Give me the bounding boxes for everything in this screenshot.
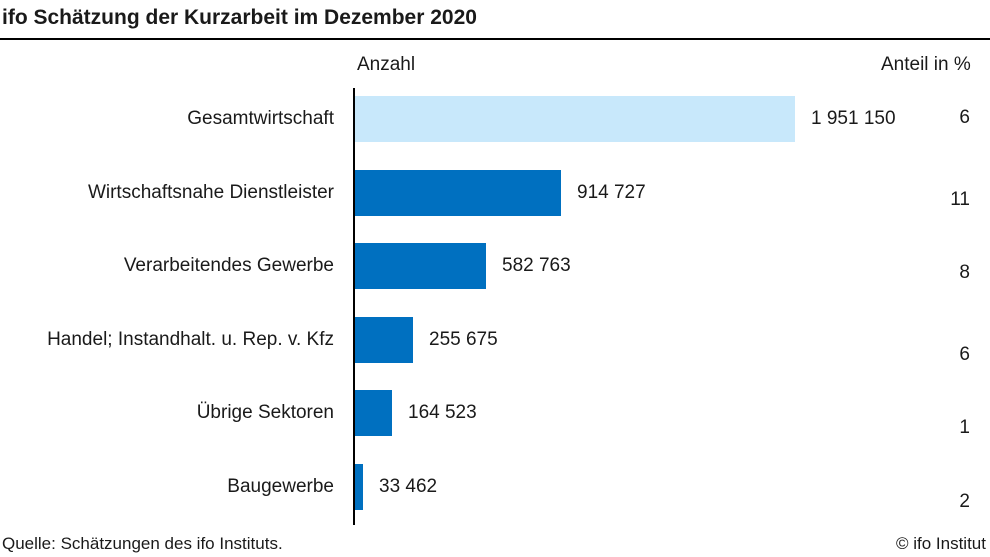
- bar: [355, 170, 561, 216]
- category-label: Baugewerbe: [227, 476, 334, 497]
- share-label: 1: [959, 417, 970, 438]
- chart-row: Baugewerbe 33 462 2: [0, 464, 990, 538]
- share-label: 6: [959, 344, 970, 365]
- share-label: 11: [950, 189, 970, 210]
- title-divider: [0, 38, 990, 40]
- category-label: Handel; Instandhalt. u. Rep. v. Kfz: [47, 329, 334, 350]
- category-label: Verarbeitendes Gewerbe: [123, 255, 334, 276]
- chart-row: Übrige Sektoren 164 523 1: [0, 390, 990, 464]
- bar: [355, 243, 486, 289]
- value-label: 33 462: [379, 476, 438, 497]
- bar: [355, 464, 363, 510]
- source-note: Quelle: Schätzungen des ifo Instituts.: [2, 534, 283, 553]
- category-axis-line: [353, 88, 355, 525]
- value-label: 164 523: [408, 402, 477, 423]
- chart-row: Handel; Instandhalt. u. Rep. v. Kfz 255 6…: [0, 317, 990, 391]
- value-label: 255 675: [429, 329, 498, 350]
- bar: [355, 96, 795, 142]
- chart-row: Verarbeitendes Gewerbe 582 763 8: [0, 243, 990, 317]
- value-label: 1 951 150: [811, 108, 896, 129]
- copyright-note: © ifo Institut: [895, 534, 986, 553]
- share-label: 8: [959, 262, 970, 283]
- chart-row: Gesamtwirtschaft 1 951 150 6: [0, 96, 990, 170]
- column-header-anzahl: Anzahl: [357, 54, 416, 75]
- value-label: 914 727: [577, 182, 646, 203]
- category-label: Übrige Sektoren: [196, 402, 334, 423]
- bar: [355, 390, 392, 436]
- column-header-anteil: Anteil in %: [881, 54, 971, 75]
- bar: [355, 317, 413, 363]
- category-label: Wirtschaftsnahe Dienstleister: [87, 182, 334, 203]
- chart-row: Wirtschaftsnahe Dienstleister 914 727 11: [0, 170, 990, 244]
- share-label: 6: [959, 107, 970, 128]
- chart-title: ifo Schätzung der Kurzarbeit im Dezember…: [2, 6, 477, 29]
- share-label: 2: [959, 491, 970, 512]
- category-label: Gesamtwirtschaft: [187, 108, 334, 129]
- value-label: 582 763: [502, 255, 571, 276]
